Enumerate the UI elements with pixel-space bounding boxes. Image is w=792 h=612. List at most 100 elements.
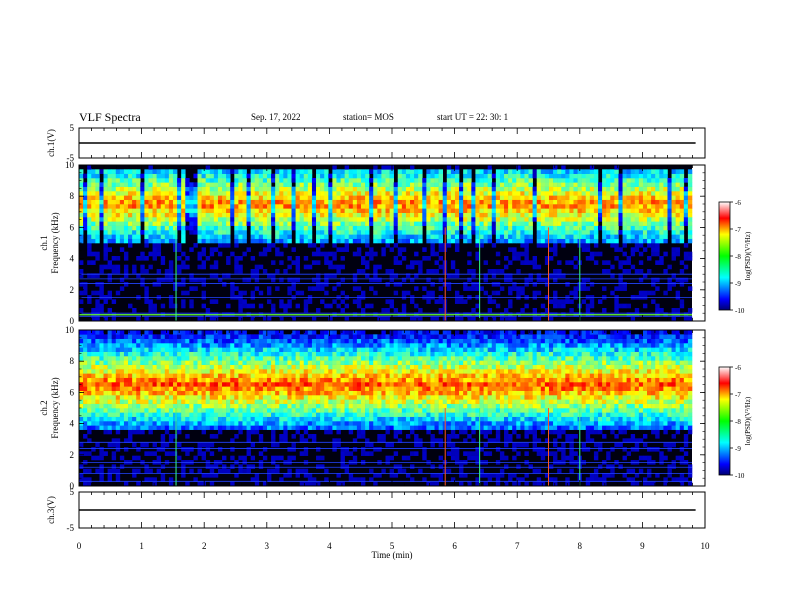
spectrogram-cell xyxy=(172,204,178,209)
spectrogram-cell xyxy=(136,351,141,357)
spectrogram-cell xyxy=(91,195,96,200)
spectrogram-cell xyxy=(324,195,329,200)
spectrogram-cell xyxy=(205,473,211,478)
spectrogram-cell xyxy=(442,217,448,222)
spectrogram-cell xyxy=(197,182,202,187)
spectrogram-cell xyxy=(532,169,538,174)
spectrogram-cell xyxy=(434,191,439,196)
spectrogram-cell xyxy=(544,217,550,222)
spectrogram-cell xyxy=(95,256,100,261)
spectrogram-cell xyxy=(164,169,170,174)
spectrogram-cell xyxy=(156,373,162,378)
spectrogram-cell xyxy=(344,243,350,248)
spectrogram-cell xyxy=(119,204,125,209)
spectrogram-cell xyxy=(275,351,280,357)
spectrogram-cell xyxy=(393,191,399,196)
spectrogram-cell xyxy=(487,169,493,174)
spectrogram-cell xyxy=(667,212,672,218)
spectrogram-cell xyxy=(561,225,566,231)
spectrogram-cell xyxy=(250,416,256,422)
spectrogram-cell xyxy=(230,377,235,383)
spectrogram-cell xyxy=(602,230,607,235)
spectrogram-cell xyxy=(111,369,117,374)
spectrogram-cell xyxy=(573,182,578,187)
spectrogram-cell xyxy=(626,221,631,226)
spectrogram-cell xyxy=(434,260,439,265)
spectrogram-cell xyxy=(266,286,272,291)
spectrogram-cell xyxy=(250,351,256,357)
spectrogram-cell xyxy=(295,217,300,222)
spectrogram-cell xyxy=(495,212,501,218)
spectrogram-cell xyxy=(266,377,272,383)
spectrogram-cell xyxy=(287,447,292,452)
spectrogram-cell xyxy=(311,186,317,192)
spectrogram-cell xyxy=(311,251,317,257)
spectrogram-cell xyxy=(491,173,497,179)
spectrogram-cell xyxy=(209,373,215,378)
spectrogram-cell xyxy=(238,269,243,274)
spectrogram-cell xyxy=(638,234,644,239)
spectrogram-cell xyxy=(205,343,211,348)
spectrogram-cell xyxy=(610,212,615,218)
spectrogram-cell xyxy=(148,251,153,257)
spectrogram-cell xyxy=(148,173,153,179)
spectrogram-cell xyxy=(152,412,157,417)
spectrogram-cell xyxy=(222,386,227,391)
spectrogram-cell xyxy=(614,238,619,244)
spectrogram-cell xyxy=(103,169,108,174)
spectrogram-cell xyxy=(181,386,186,391)
spectrogram-cell xyxy=(626,204,631,209)
spectrogram-cell xyxy=(618,178,623,183)
spectrogram-cell xyxy=(275,338,280,344)
spectrogram-cell xyxy=(414,217,419,222)
spectrogram-cell xyxy=(581,221,587,226)
spectrogram-cell xyxy=(528,230,533,235)
spectrogram-cell xyxy=(107,347,112,352)
spectrogram-cell xyxy=(602,308,607,313)
spectrogram-cell xyxy=(434,299,439,304)
spectrogram-cell xyxy=(307,178,313,183)
spectrogram-cell xyxy=(217,412,223,417)
spectrogram-cell xyxy=(266,399,272,404)
spectrogram-cell xyxy=(467,195,472,200)
spectrogram-cell xyxy=(475,191,480,196)
spectrogram-cell xyxy=(344,208,350,213)
spectrogram-cell xyxy=(87,412,92,417)
spectrogram-cell xyxy=(168,477,174,482)
spectrogram-cell xyxy=(360,178,366,183)
spectrogram-cell xyxy=(258,191,264,196)
spectrogram-cell xyxy=(459,299,464,304)
spectrogram-cell xyxy=(606,234,611,239)
spectrogram-cell xyxy=(316,286,321,291)
spectrogram-cell xyxy=(79,360,84,365)
spectrogram-cell xyxy=(271,386,276,391)
spectrogram-cell xyxy=(356,204,362,209)
spectrogram-cell xyxy=(193,403,198,409)
spectrogram-cell xyxy=(275,221,280,226)
spectrogram-cell xyxy=(659,221,664,226)
spectrogram-cell xyxy=(536,199,542,205)
spectrogram-cell xyxy=(234,408,239,413)
spectrogram-cell xyxy=(385,173,390,179)
spectrogram-cell xyxy=(177,356,182,361)
spectrogram-cell xyxy=(119,277,125,283)
spectrogram-cell xyxy=(95,217,100,222)
spectrogram-cell xyxy=(352,173,358,179)
spectrogram-cell xyxy=(217,178,223,183)
spectrogram-cell xyxy=(418,238,423,244)
spectrogram-cell xyxy=(324,169,329,174)
spectrogram-cell xyxy=(254,225,260,231)
spectrogram-cell xyxy=(99,303,104,309)
spectrogram-cell xyxy=(246,221,251,226)
spectrogram-cell xyxy=(164,277,170,283)
spectrogram-cell xyxy=(479,234,484,239)
spectrogram-cell xyxy=(160,277,166,283)
spectrogram-cell xyxy=(83,364,88,370)
spectrogram-cell xyxy=(250,186,256,192)
spectrogram-cell xyxy=(193,182,198,187)
spectrogram-cell xyxy=(356,217,362,222)
spectrogram-cell xyxy=(254,399,260,404)
spectrogram-cell xyxy=(258,169,264,174)
spectrogram-cell xyxy=(475,282,480,287)
spectrogram-cell xyxy=(189,408,194,413)
